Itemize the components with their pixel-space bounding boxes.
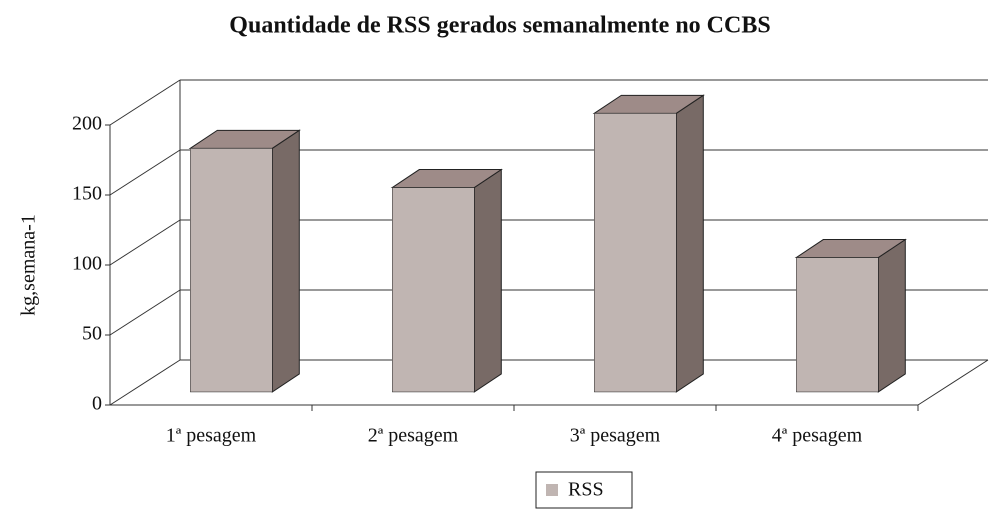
x-tick-label: 2ª pesagem — [368, 425, 459, 447]
grid-line — [109, 79, 181, 126]
grid-line — [109, 219, 181, 266]
y-tick-label: 50 — [82, 323, 102, 345]
x-tick-label: 1ª pesagem — [166, 425, 257, 447]
grid-line — [109, 149, 181, 196]
y-tick-label: 0 — [92, 393, 102, 415]
x-tick-label: 4ª pesagem — [772, 425, 863, 447]
bar-side — [675, 94, 704, 393]
legend-swatch — [546, 484, 558, 496]
floor-edge — [917, 359, 989, 406]
grid-line — [109, 289, 181, 336]
bar-side — [473, 168, 502, 393]
chart-title: Quantidade de RSS gerados semanalmente n… — [229, 13, 770, 39]
bar — [190, 148, 273, 393]
y-axis-label: kg,semana-1 — [18, 214, 40, 316]
bar — [594, 113, 677, 393]
y-tick-label: 150 — [72, 183, 102, 205]
bar-side — [877, 238, 906, 393]
bar — [796, 257, 879, 393]
grid-line — [109, 359, 181, 406]
x-tick-label: 3ª pesagem — [570, 425, 661, 447]
bar-side — [271, 129, 300, 393]
y-tick-label: 100 — [72, 253, 102, 275]
legend-label: RSS — [568, 479, 604, 501]
y-tick-label: 200 — [72, 113, 102, 135]
bar — [392, 187, 475, 393]
